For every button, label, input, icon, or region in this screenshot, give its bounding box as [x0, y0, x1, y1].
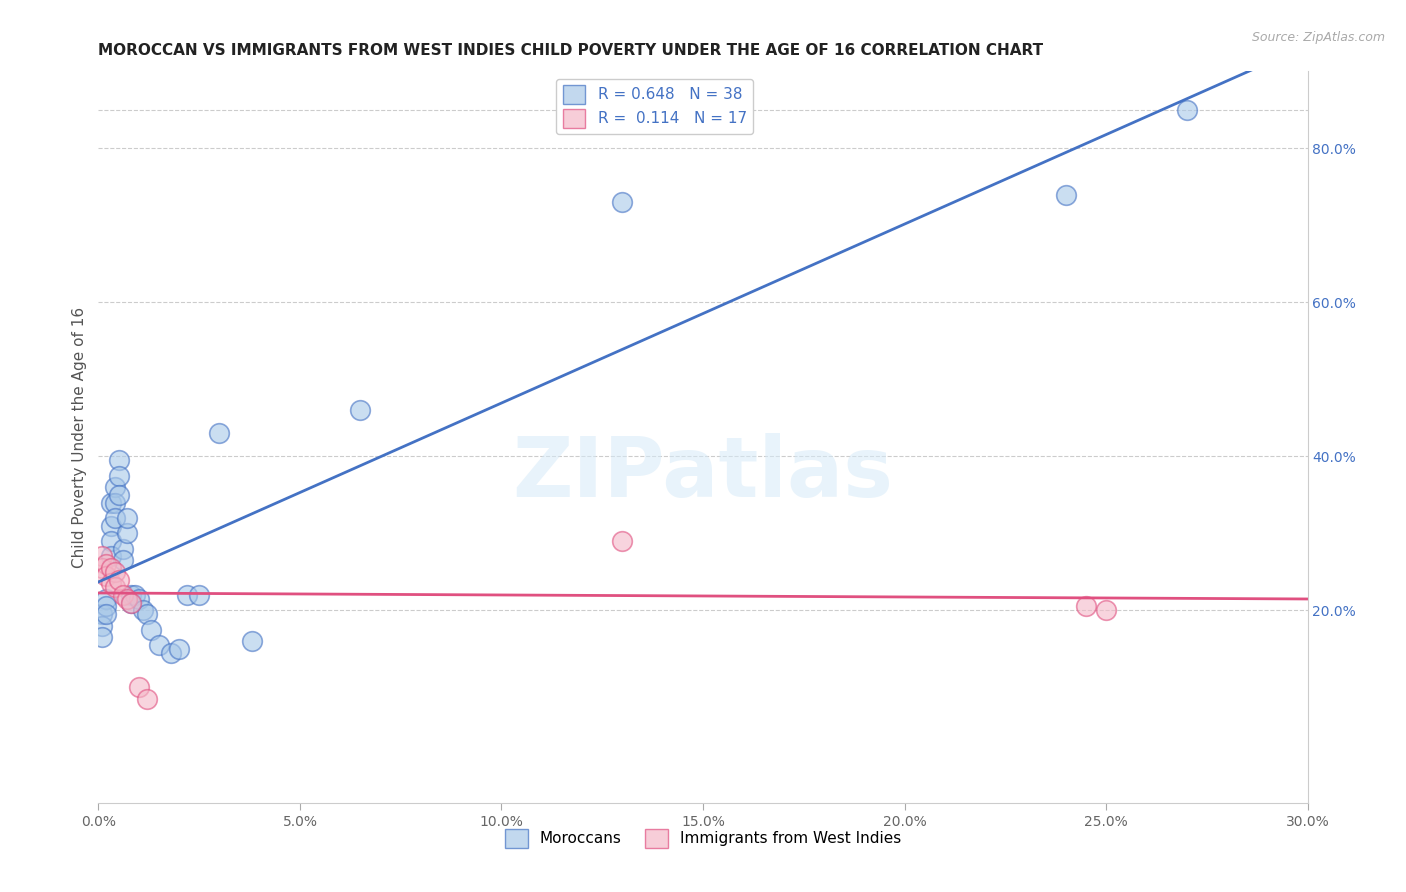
Point: [124, 588, 146, 602]
Point: [1074, 599, 1097, 614]
Point: [240, 634, 263, 648]
Point: [103, 480, 125, 494]
Point: [100, 495, 122, 509]
Point: [103, 580, 125, 594]
Point: [100, 576, 122, 591]
Point: [107, 453, 129, 467]
Point: [188, 588, 211, 602]
Point: [91, 549, 114, 564]
Point: [176, 588, 198, 602]
Point: [100, 518, 122, 533]
Text: MOROCCAN VS IMMIGRANTS FROM WEST INDIES CHILD POVERTY UNDER THE AGE OF 16 CORREL: MOROCCAN VS IMMIGRANTS FROM WEST INDIES …: [98, 43, 1043, 58]
Point: [132, 603, 155, 617]
Point: [100, 561, 122, 575]
Legend: Moroccans, Immigrants from West Indies: Moroccans, Immigrants from West Indies: [499, 822, 907, 854]
Point: [120, 596, 142, 610]
Point: [115, 526, 138, 541]
Point: [111, 541, 134, 556]
Point: [115, 511, 138, 525]
Point: [135, 607, 157, 622]
Point: [107, 488, 129, 502]
Point: [612, 534, 634, 549]
Point: [120, 588, 142, 602]
Point: [96, 591, 118, 606]
Point: [612, 195, 634, 210]
Point: [91, 618, 114, 632]
Text: Source: ZipAtlas.com: Source: ZipAtlas.com: [1251, 31, 1385, 45]
Y-axis label: Child Poverty Under the Age of 16: Child Poverty Under the Age of 16: [72, 307, 87, 567]
Point: [96, 568, 118, 582]
Point: [96, 607, 118, 622]
Point: [96, 557, 118, 571]
Text: ZIPatlas: ZIPatlas: [513, 434, 893, 514]
Point: [107, 573, 129, 587]
Point: [103, 511, 125, 525]
Point: [135, 691, 157, 706]
Point: [1175, 103, 1198, 117]
Point: [128, 681, 150, 695]
Point: [148, 638, 170, 652]
Point: [111, 588, 134, 602]
Point: [1054, 187, 1077, 202]
Point: [167, 641, 190, 656]
Point: [349, 403, 371, 417]
Point: [100, 549, 122, 564]
Point: [91, 561, 114, 575]
Point: [91, 607, 114, 622]
Point: [208, 426, 231, 441]
Point: [128, 591, 150, 606]
Point: [103, 495, 125, 509]
Point: [100, 534, 122, 549]
Point: [96, 599, 118, 614]
Point: [107, 468, 129, 483]
Point: [115, 591, 138, 606]
Point: [120, 596, 142, 610]
Point: [111, 553, 134, 567]
Point: [103, 565, 125, 579]
Point: [91, 630, 114, 644]
Point: [160, 646, 183, 660]
Point: [139, 623, 162, 637]
Point: [1095, 603, 1118, 617]
